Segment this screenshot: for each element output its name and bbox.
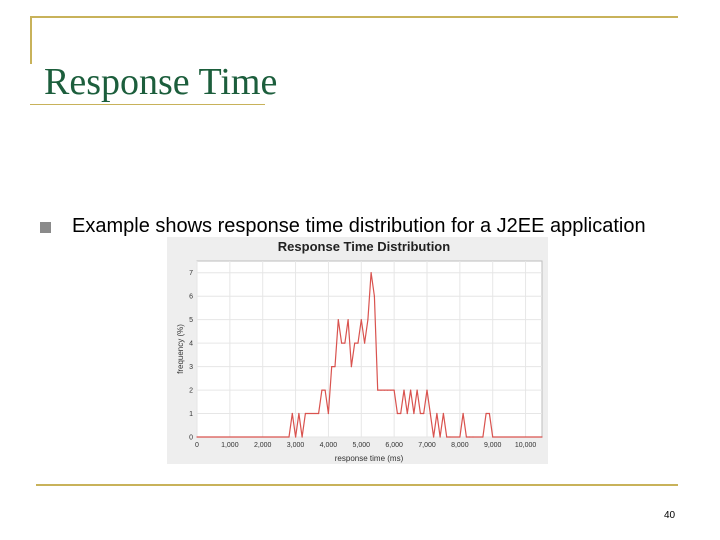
data-point: [383, 389, 385, 391]
response-time-chart: 0 1,000 2,000 3,000 4,000 5,000 6,000 7,000 8,00…: [167, 237, 548, 464]
data-point: [344, 342, 346, 344]
y-tick-label: 5: [189, 317, 193, 324]
data-point: [429, 412, 431, 415]
data-point: [426, 389, 428, 391]
bullet-square-icon: [40, 222, 51, 233]
data-point: [492, 436, 494, 438]
data-point: [459, 436, 461, 438]
y-tick-label: 7: [189, 270, 193, 277]
data-point: [449, 436, 451, 438]
data-point: [485, 412, 487, 415]
title-rule: [30, 104, 265, 105]
data-point: [301, 436, 303, 438]
x-tick-label: 10,000: [515, 442, 537, 449]
data-point: [364, 342, 366, 344]
data-point: [403, 389, 405, 391]
x-axis-label: response time (ms): [335, 454, 404, 463]
data-point: [295, 436, 297, 438]
chart-svg: 0 1,000 2,000 3,000 4,000 5,000 6,000 7,000 8,00…: [176, 239, 543, 463]
x-tick-label: 4,000: [320, 442, 338, 449]
data-point: [324, 389, 326, 391]
data-point: [347, 319, 349, 321]
data-point: [396, 412, 398, 415]
chart-title: Response Time Distribution: [278, 239, 450, 254]
data-point: [350, 366, 352, 368]
data-point: [387, 389, 389, 391]
data-point: [462, 412, 464, 415]
page-number: 40: [664, 510, 676, 521]
data-point: [360, 319, 362, 321]
data-point: [331, 366, 333, 368]
data-point: [465, 436, 467, 438]
data-point: [442, 412, 444, 415]
data-point: [436, 412, 438, 415]
frame-left-rule: [30, 16, 32, 64]
data-point: [373, 295, 375, 297]
data-point: [288, 436, 290, 438]
x-tick-label: 7,000: [418, 442, 436, 449]
data-point: [321, 389, 323, 391]
data-point: [488, 412, 490, 415]
data-point: [357, 342, 359, 344]
data-point: [327, 412, 329, 415]
data-point: [472, 436, 474, 438]
x-tick-label: 0: [195, 442, 199, 449]
y-axis-label: frequency (%): [176, 324, 185, 374]
data-point: [423, 412, 425, 415]
data-point: [354, 342, 356, 344]
data-point: [377, 389, 379, 391]
data-point: [291, 412, 293, 415]
data-point: [380, 389, 382, 391]
data-point: [469, 436, 471, 438]
x-tick-label: 6,000: [385, 442, 403, 449]
data-point: [337, 319, 339, 321]
series-line-0: [197, 272, 542, 438]
data-point: [410, 389, 412, 391]
y-tick-label: 4: [189, 341, 193, 348]
data-point: [482, 436, 484, 438]
data-point: [393, 389, 395, 391]
data-point: [439, 436, 441, 438]
data-point: [541, 436, 543, 438]
data-point: [413, 412, 415, 415]
data-point: [304, 412, 306, 415]
data-point: [341, 342, 343, 344]
x-tick-label: 5,000: [353, 442, 371, 449]
y-tick-label: 1: [189, 411, 193, 418]
data-point: [334, 366, 336, 368]
data-point: [370, 272, 372, 274]
footer-rule: [36, 484, 678, 486]
data-point: [390, 389, 392, 391]
data-point: [416, 389, 418, 391]
y-tick-label: 2: [189, 388, 193, 395]
data-point: [400, 412, 402, 415]
x-tick-label: 8,000: [451, 442, 469, 449]
bullet-text: Example shows response time distribution…: [72, 215, 646, 237]
data-point: [367, 319, 369, 321]
data-point: [406, 412, 408, 415]
y-tick-label: 3: [189, 364, 193, 371]
slide-title: Response Time: [44, 61, 278, 103]
x-tick-label: 1,000: [221, 442, 239, 449]
tick-labels: 0 1,000 2,000 3,000 4,000 5,000 6,000 7,000 8,00…: [189, 270, 536, 449]
x-tick-label: 3,000: [287, 442, 305, 449]
data-point: [196, 436, 198, 438]
x-tick-label: 9,000: [484, 442, 502, 449]
data-point: [298, 412, 300, 415]
data-point: [433, 436, 435, 438]
y-tick-label: 6: [189, 294, 193, 301]
frame-top-rule: [30, 16, 678, 18]
series-layer: [196, 272, 543, 438]
data-point: [318, 412, 320, 415]
y-tick-label: 0: [189, 435, 193, 442]
x-tick-label: 2,000: [254, 442, 272, 449]
data-point: [446, 436, 448, 438]
data-point: [419, 412, 421, 415]
